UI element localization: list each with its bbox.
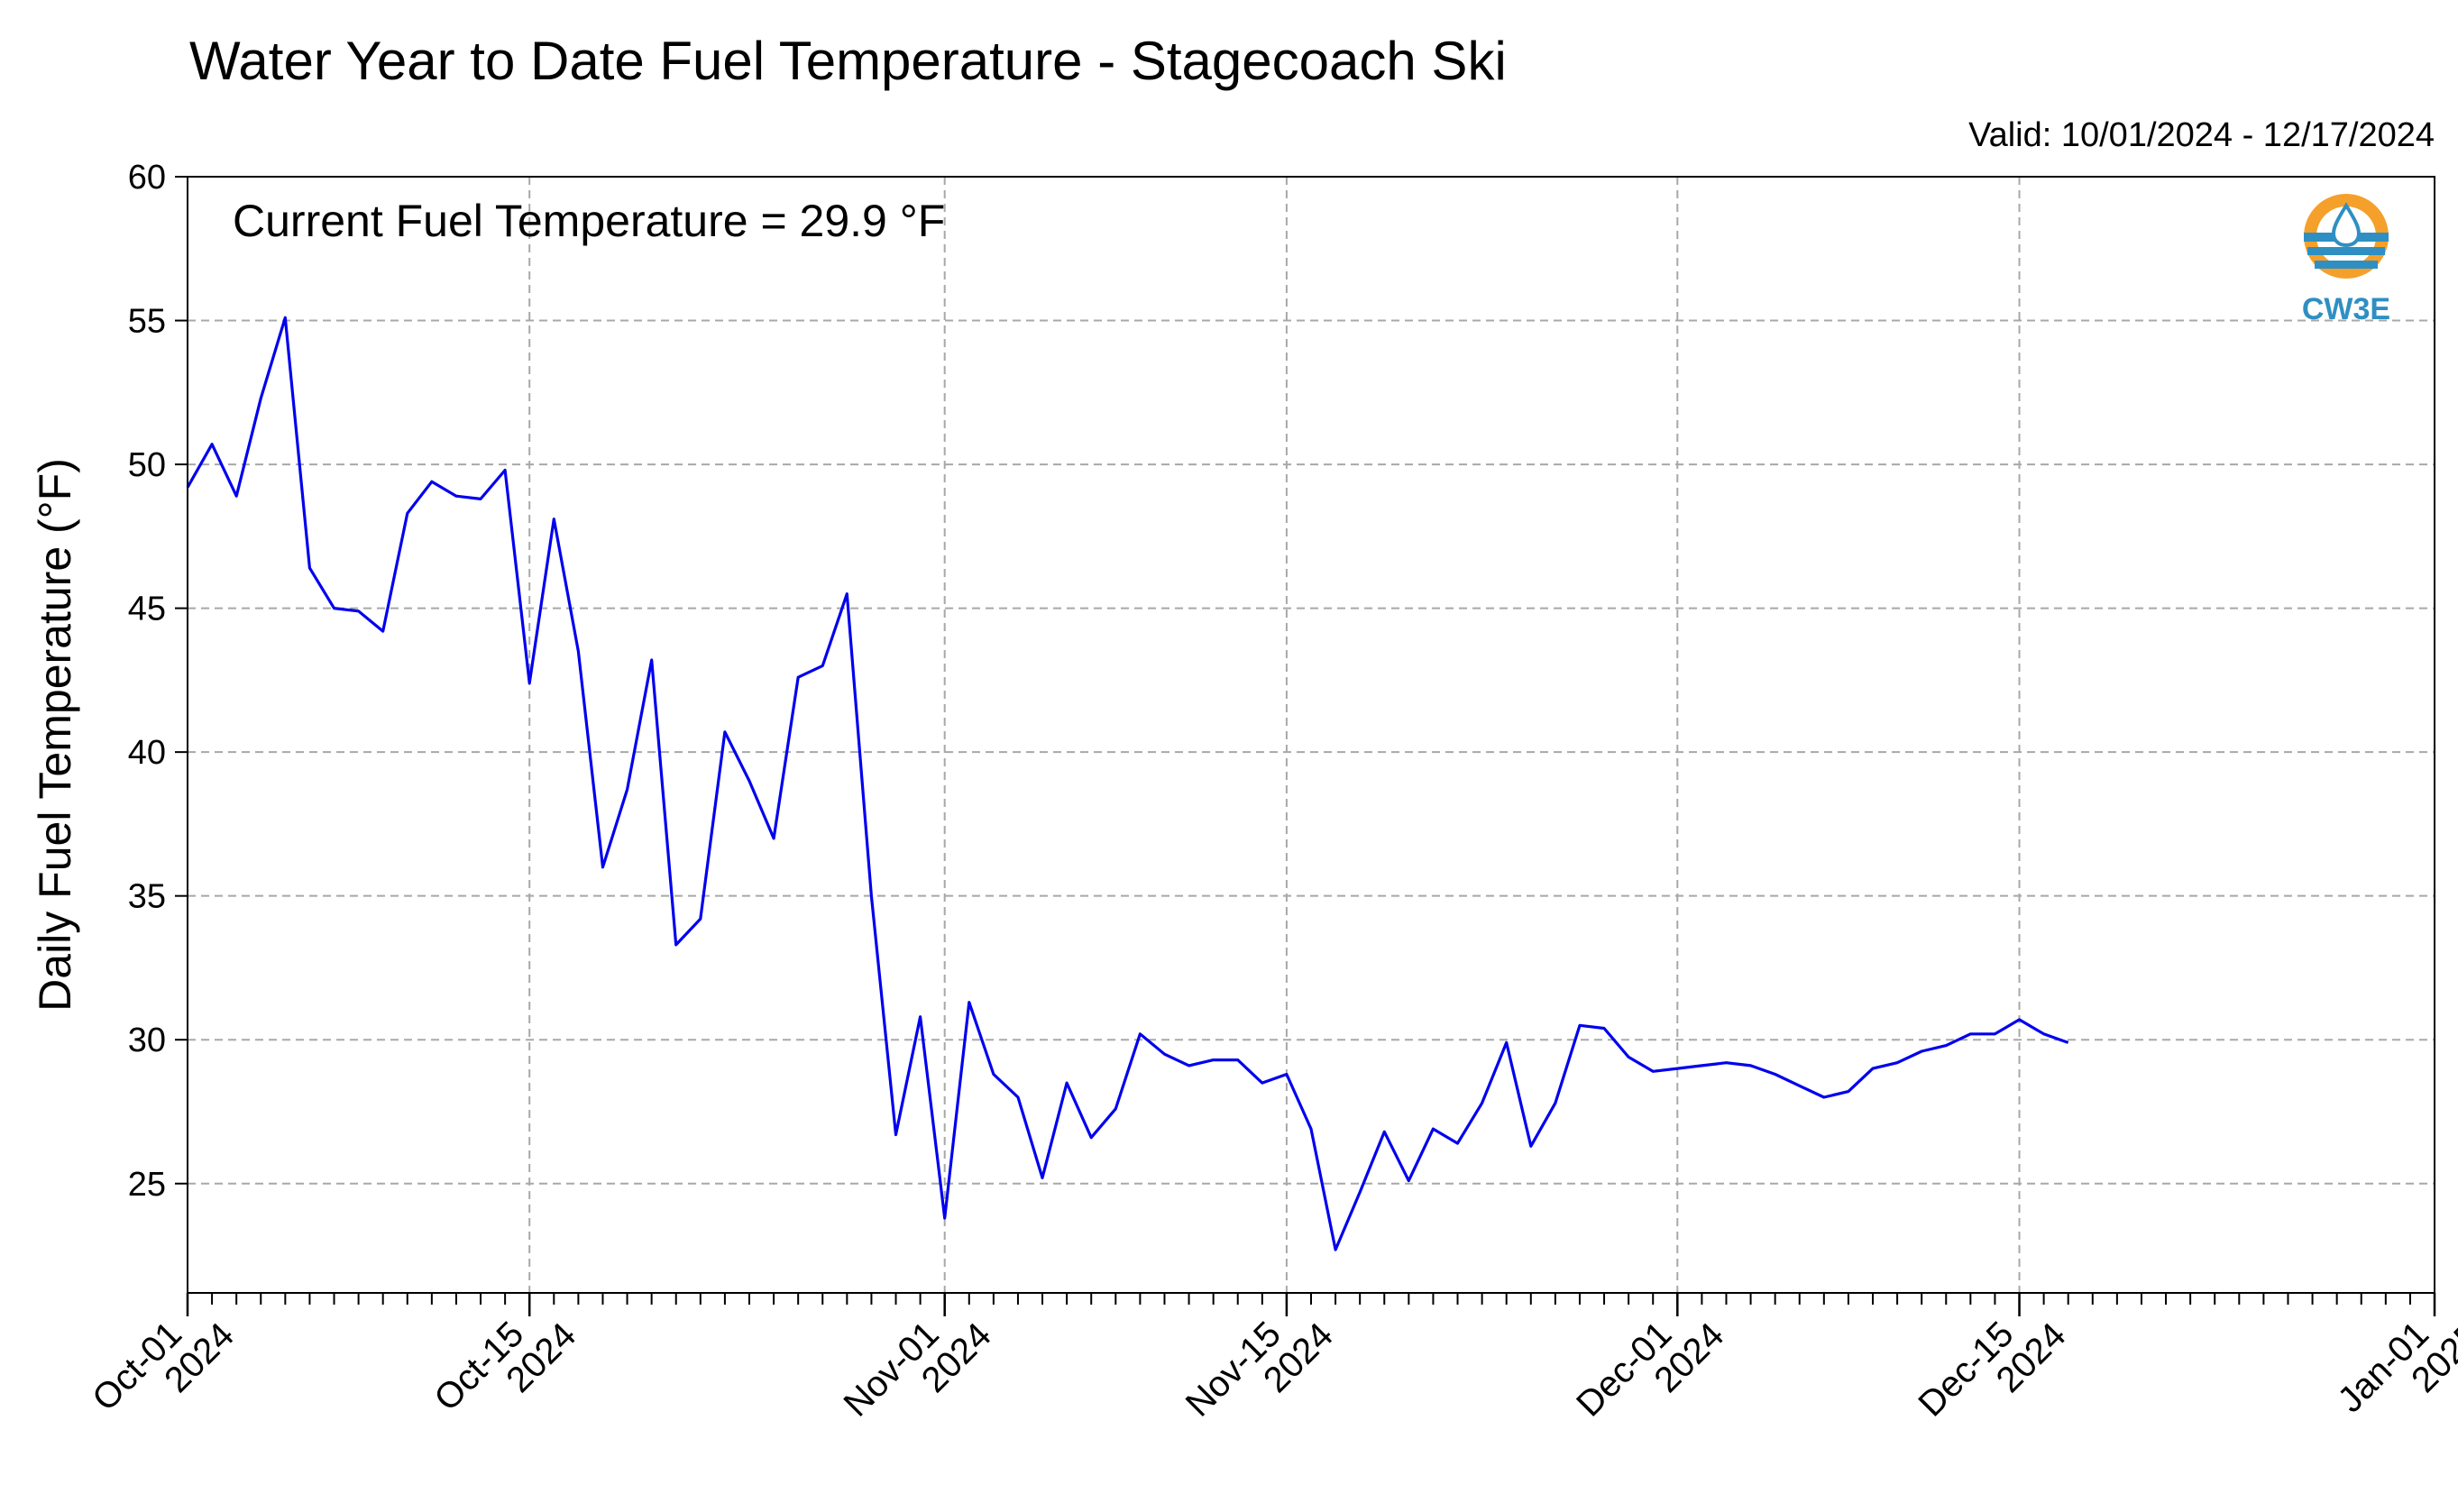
valid-range: Valid: 10/01/2024 - 12/17/2024 (1968, 116, 2435, 154)
y-tick-label: 60 (128, 159, 166, 197)
y-tick-label: 50 (128, 446, 166, 484)
y-tick-label: 25 (128, 1166, 166, 1204)
current-fuel-temperature-annotation: Current Fuel Temperature = 29.9 °F (233, 196, 945, 246)
series-line (186, 316, 2069, 1251)
chart-title: Water Year to Date Fuel Temperature - St… (189, 31, 1507, 91)
y-tick-label: 40 (128, 734, 166, 772)
x-minor-ticks (187, 1293, 2435, 1305)
y-tick-label: 55 (128, 303, 166, 341)
logo-wave-3 (2315, 261, 2378, 269)
cw3e-logo: CW3E (2302, 194, 2390, 326)
y-tick-label: 30 (128, 1022, 166, 1059)
water-drop-icon (2331, 202, 2362, 248)
logo-text: CW3E (2302, 292, 2390, 326)
logo-wave-2 (2307, 247, 2385, 255)
y-axis: 25 30 35 40 45 50 55 60 (128, 159, 188, 1204)
y-tick-label: 45 (128, 591, 166, 628)
y-tick-label: 35 (128, 878, 166, 916)
plot-frame (187, 176, 2435, 1294)
y-axis-label: Daily Fuel Temperature (°F) (30, 458, 80, 1012)
